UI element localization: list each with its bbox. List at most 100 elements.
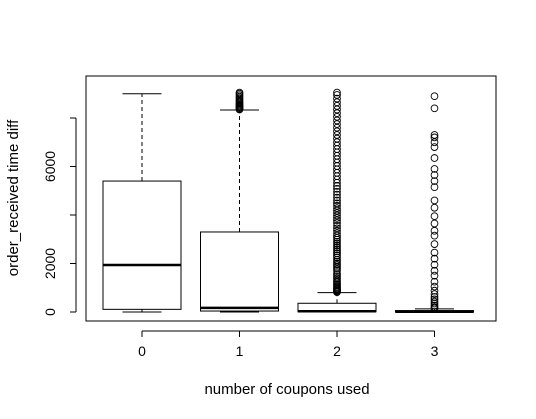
outlier-point	[333, 266, 341, 275]
outlier-point	[430, 177, 439, 185]
outlier-point	[430, 143, 439, 151]
outlier-point	[333, 182, 341, 190]
outlier-point	[333, 127, 341, 136]
x-tick-label: 0	[138, 343, 146, 359]
outlier-point	[333, 201, 341, 210]
outlier-point	[333, 229, 341, 238]
outlier-point	[333, 184, 341, 193]
outlier-point	[333, 243, 341, 252]
outlier-point	[430, 171, 439, 179]
outlier-point	[430, 295, 439, 304]
outlier-point	[333, 193, 341, 202]
x-axis: 0 1 2 3	[138, 330, 439, 359]
outlier-point	[333, 138, 341, 147]
outlier-point	[333, 214, 341, 222]
outlier-point	[333, 190, 341, 199]
outlier-point	[333, 264, 341, 273]
box-group-3	[395, 92, 474, 314]
outlier-point	[333, 249, 341, 258]
outlier-point	[430, 131, 439, 139]
outlier-point	[333, 109, 341, 118]
outlier-point	[333, 224, 341, 233]
outlier-point	[430, 301, 439, 310]
outlier-point	[333, 276, 341, 285]
outlier-point	[430, 297, 439, 306]
outlier-point	[430, 219, 439, 228]
plot-frame	[85, 75, 497, 322]
outlier-point	[430, 104, 439, 113]
outlier-point	[333, 204, 341, 213]
x-tick-label: 2	[333, 343, 341, 359]
outlier-point	[333, 88, 341, 97]
outlier-point	[333, 91, 341, 99]
y-tick-label: 6000	[42, 151, 58, 182]
outlier-point	[333, 209, 341, 217]
outlier-point	[430, 286, 439, 295]
box-group-2	[297, 88, 377, 313]
outlier-point	[430, 226, 439, 235]
outlier-point	[333, 259, 341, 268]
outlier-point	[333, 216, 341, 225]
outlier-point	[430, 203, 439, 212]
outlier-point	[333, 196, 341, 205]
outlier-point	[430, 290, 439, 298]
outlier-point	[333, 105, 341, 114]
outlier-point	[333, 226, 341, 235]
outlier-point	[333, 116, 341, 125]
box-group-1	[200, 88, 279, 313]
y-tick-label: 0	[42, 308, 58, 316]
outlier-point	[333, 269, 341, 278]
outlier-point	[430, 92, 439, 101]
outlier-point	[333, 219, 341, 227]
outlier-point	[333, 272, 341, 281]
outlier-point	[430, 277, 439, 286]
box-iqr	[200, 231, 279, 312]
x-tick-label: 1	[236, 343, 244, 359]
outlier-point	[333, 187, 341, 196]
outlier-point	[430, 260, 439, 269]
outlier-point	[333, 211, 341, 220]
outlier-point	[333, 241, 341, 250]
outlier-point	[430, 212, 439, 221]
outlier-point	[430, 282, 439, 291]
outlier-point	[430, 254, 439, 263]
outlier-point	[333, 199, 341, 208]
outlier-point	[333, 94, 341, 103]
outlier-point	[333, 206, 341, 215]
y-axis-label: order_received time diff	[5, 119, 22, 276]
box-group-0	[102, 93, 182, 313]
outlier-point	[333, 221, 341, 230]
outlier-point	[430, 293, 439, 301]
outlier-point	[430, 271, 439, 280]
outlier-point	[430, 266, 439, 275]
outlier-point	[333, 247, 341, 256]
outlier-point	[333, 102, 341, 110]
x-axis-label: number of coupons used	[204, 381, 369, 398]
outlier-point	[430, 154, 439, 162]
outlier-point	[333, 98, 341, 107]
outlier-point	[333, 120, 341, 128]
y-tick-label: 2000	[42, 248, 58, 279]
outlier-point	[430, 165, 439, 173]
x-tick-label: 3	[431, 343, 439, 359]
outlier-point	[430, 196, 439, 205]
outlier-point	[333, 245, 341, 254]
outlier-point	[333, 251, 341, 260]
outlier-point	[430, 133, 439, 142]
outlier-point	[333, 134, 341, 143]
outlier-point	[333, 253, 341, 262]
outlier-point	[333, 131, 341, 139]
outlier-point	[430, 248, 439, 257]
outlier-point	[333, 237, 341, 246]
outlier-point	[333, 123, 341, 132]
outlier-point	[333, 112, 341, 121]
outlier-point	[333, 239, 341, 248]
outlier-point	[235, 88, 244, 97]
y-axis: 0 2000 6000	[42, 117, 77, 316]
outlier-point	[430, 183, 439, 191]
outlier-point	[430, 231, 439, 240]
box-series	[102, 88, 474, 314]
outlier-point	[333, 231, 341, 240]
box-iqr	[102, 180, 182, 310]
